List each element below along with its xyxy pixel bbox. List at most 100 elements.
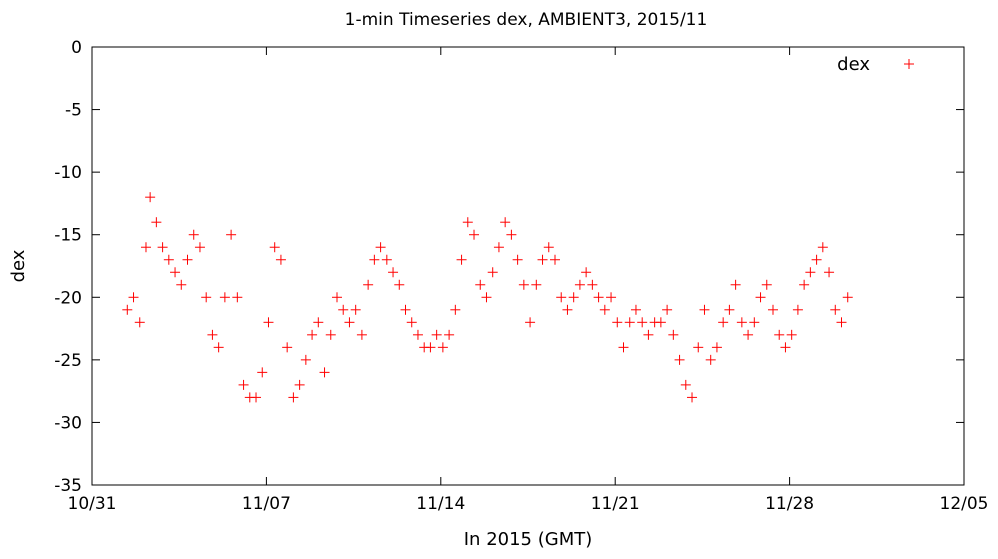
data-point	[506, 229, 517, 240]
data-point	[668, 329, 679, 340]
data-point	[680, 379, 691, 390]
data-point	[300, 354, 311, 365]
data-point	[842, 292, 853, 303]
data-point	[612, 317, 623, 328]
data-point	[755, 292, 766, 303]
data-point	[599, 304, 610, 315]
y-tick-label: -10	[54, 163, 82, 183]
y-tick-label: -5	[65, 101, 82, 121]
data-point	[412, 329, 423, 340]
data-point	[525, 317, 536, 328]
data-point	[743, 329, 754, 340]
data-point	[213, 342, 224, 353]
data-point	[232, 292, 243, 303]
data-point	[487, 267, 498, 278]
data-point	[182, 254, 193, 265]
data-point	[128, 292, 139, 303]
data-point	[581, 267, 592, 278]
data-point	[444, 329, 455, 340]
data-point	[724, 304, 735, 315]
data-point	[643, 329, 654, 340]
data-point	[450, 304, 461, 315]
data-point	[375, 242, 386, 253]
data-point	[618, 342, 629, 353]
data-point	[201, 292, 212, 303]
data-point	[469, 229, 480, 240]
data-point	[637, 317, 648, 328]
data-point	[226, 229, 237, 240]
data-point	[344, 317, 355, 328]
data-point	[792, 304, 803, 315]
data-point	[500, 217, 511, 228]
plot-frame	[91, 46, 965, 486]
data-point	[170, 267, 181, 278]
data-point	[363, 279, 374, 290]
data-point	[263, 317, 274, 328]
data-point	[207, 329, 218, 340]
data-point	[134, 317, 145, 328]
data-point	[157, 242, 168, 253]
data-point	[705, 354, 716, 365]
y-tick-label: 0	[71, 38, 82, 58]
y-tick-label: -15	[54, 226, 82, 246]
data-point	[388, 267, 399, 278]
data-point	[319, 367, 330, 378]
data-point	[462, 217, 473, 228]
data-point	[693, 342, 704, 353]
data-point	[257, 367, 268, 378]
data-point	[518, 279, 529, 290]
data-points	[122, 192, 853, 403]
data-point	[307, 329, 318, 340]
data-point	[687, 392, 698, 403]
data-point	[767, 304, 778, 315]
data-point	[394, 279, 405, 290]
data-point	[325, 329, 336, 340]
data-point	[194, 242, 205, 253]
data-point	[163, 254, 174, 265]
x-axis: 10/31 11/07 11/14 11/21 11/28 12/05	[68, 47, 989, 514]
y-axis-label: dex	[8, 249, 29, 282]
data-point	[122, 304, 133, 315]
data-point	[799, 279, 810, 290]
data-point	[456, 254, 467, 265]
data-point	[294, 379, 305, 390]
x-tick-label: 11/28	[765, 494, 814, 514]
data-point	[493, 242, 504, 253]
data-point	[369, 254, 380, 265]
x-tick-label: 12/05	[940, 494, 989, 514]
data-point	[817, 242, 828, 253]
data-point	[556, 292, 567, 303]
data-point	[331, 292, 342, 303]
data-point	[543, 242, 554, 253]
data-point	[275, 254, 286, 265]
data-point	[824, 267, 835, 278]
data-point	[512, 254, 523, 265]
data-point	[593, 292, 604, 303]
data-point	[805, 267, 816, 278]
data-point	[830, 304, 841, 315]
data-point	[624, 317, 635, 328]
data-point	[145, 192, 156, 203]
data-point	[587, 279, 598, 290]
data-point	[786, 329, 797, 340]
data-point	[140, 242, 151, 253]
x-tick-label: 10/31	[68, 494, 117, 514]
data-point	[630, 304, 641, 315]
data-point	[406, 317, 417, 328]
data-point	[356, 329, 367, 340]
data-point	[761, 279, 772, 290]
data-point	[475, 279, 486, 290]
data-point	[718, 317, 729, 328]
x-tick-label: 11/07	[242, 494, 291, 514]
data-point	[811, 254, 822, 265]
data-point	[549, 254, 560, 265]
y-tick-label: -25	[54, 351, 82, 371]
legend-label: dex	[837, 54, 870, 75]
data-point	[313, 317, 324, 328]
data-point	[251, 392, 262, 403]
data-point	[662, 304, 673, 315]
data-point	[269, 242, 280, 253]
data-point	[381, 254, 392, 265]
data-point	[749, 317, 760, 328]
